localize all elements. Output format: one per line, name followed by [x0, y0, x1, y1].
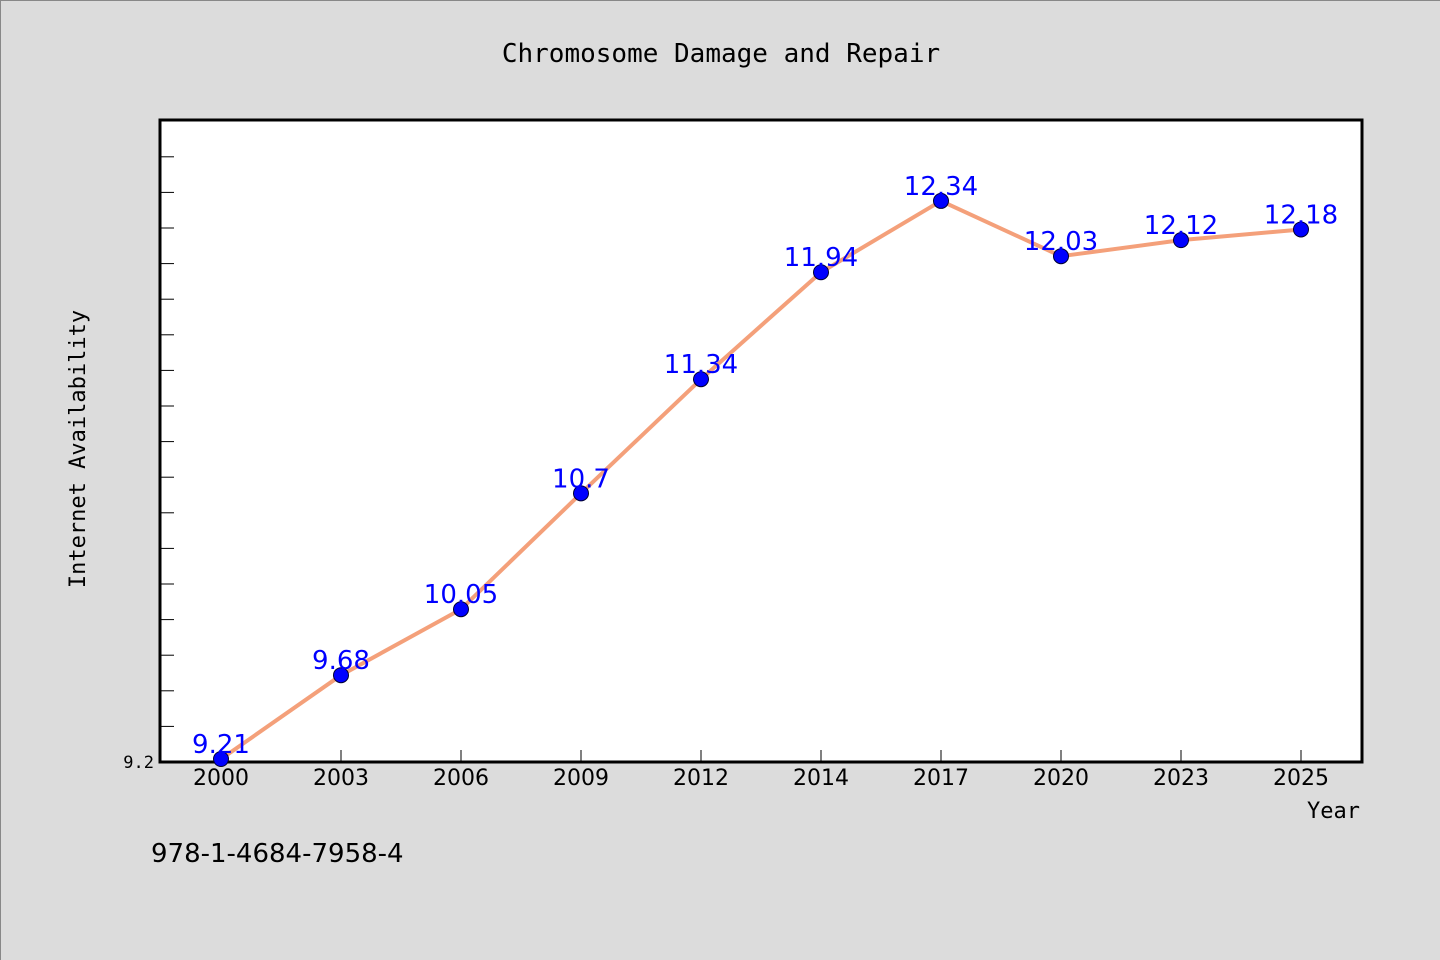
- x-tick-label: 2025: [1273, 766, 1329, 791]
- y-tick-label: 9.2: [123, 753, 154, 773]
- data-point-marker: [933, 192, 949, 209]
- x-tick-label: 2000: [193, 766, 249, 791]
- x-tick-label: 2006: [433, 766, 489, 791]
- data-point-marker: [573, 485, 589, 502]
- series-line: [219, 198, 1302, 761]
- data-point-marker: [693, 371, 709, 388]
- data-label: 11.34: [664, 350, 738, 380]
- data-point-marker: [1053, 248, 1069, 265]
- isbn-text: 978-1-4684-7958-4: [151, 839, 404, 869]
- data-point-marker: [1173, 232, 1189, 249]
- x-tick-label: 2014: [793, 766, 849, 791]
- x-tick-label: 2017: [913, 766, 969, 791]
- data-label: 12.03: [1024, 227, 1098, 257]
- y-axis-label: Internet Availability: [66, 310, 91, 588]
- x-tick-label: 2003: [313, 766, 369, 791]
- data-label: 12.34: [904, 172, 978, 202]
- data-label: 9.68: [312, 646, 370, 676]
- data-label: 12.18: [1264, 200, 1338, 230]
- chart-title: Chromosome Damage and Repair: [502, 39, 940, 69]
- x-tick-label: 2009: [553, 766, 609, 791]
- x-tick-label: 2020: [1033, 766, 1089, 791]
- x-axis-label: Year: [1307, 799, 1360, 824]
- x-tick-label: 2012: [673, 766, 729, 791]
- data-point-marker: [213, 751, 229, 767]
- data-label: 10.7: [552, 464, 610, 494]
- plot-area: [158, 118, 1364, 764]
- x-axis-ticks: 2000 2003 2006 2009 2012 2014 2017 2020 2023 2025: [193, 750, 1329, 791]
- data-point-marker: [1293, 221, 1309, 238]
- data-point-marker: [333, 667, 349, 684]
- y-axis-ticks: 9.2: [123, 156, 174, 773]
- data-label: 12.12: [1144, 211, 1218, 241]
- data-label: 11.94: [784, 243, 858, 273]
- data-point-marker: [453, 601, 469, 618]
- data-label: 9.21: [192, 730, 250, 760]
- x-tick-label: 2023: [1153, 766, 1209, 791]
- series-line-group: 9.21 9.68 10.05 10.7 11.34 11.94 12.34 12.03 12.…: [192, 172, 1338, 767]
- data-point-marker: [813, 264, 829, 281]
- data-label: 10.05: [424, 580, 498, 610]
